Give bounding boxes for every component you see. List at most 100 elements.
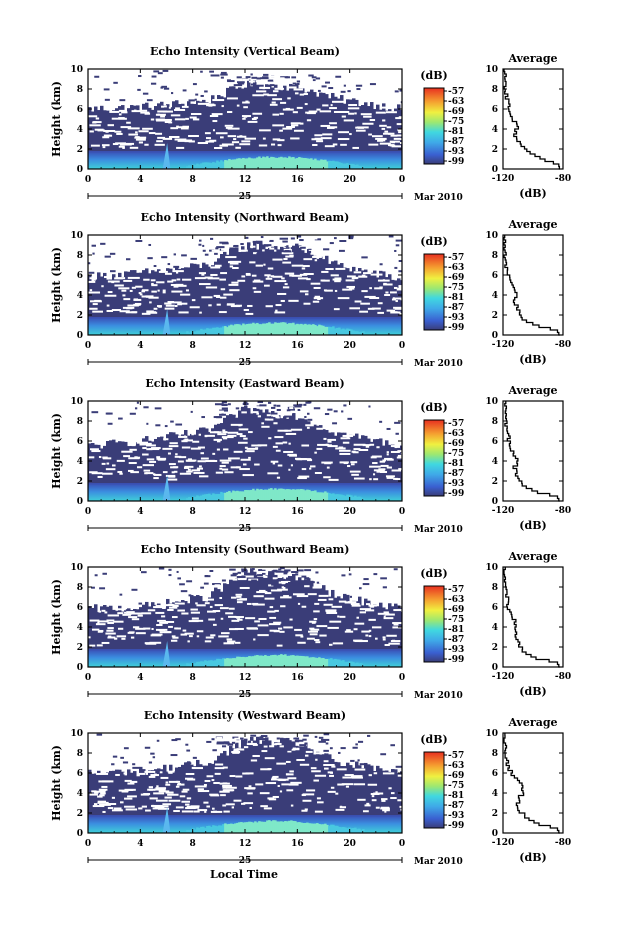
y-tick-label: 8 [77,583,83,593]
colorbar-unit: (dB) [420,733,447,746]
x-tick-label: 0 [85,341,91,351]
colorbar-tick-label: -81 [448,293,464,303]
profile-y-tick-label: 4 [492,789,498,799]
colorbar-tick-label: -63 [448,97,464,107]
y-tick-label: 0 [77,165,83,175]
y-tick-label: 2 [77,643,83,653]
panel-1: Echo Intensity (Vertical Beam)0 4 8 12 16 20 0… [50,45,571,203]
colorbar [423,419,445,497]
x-tick-label: 16 [291,341,304,351]
x-tick-label: 20 [343,507,356,517]
y-tick-label: 2 [77,145,83,155]
profile-y-tick-label: 10 [485,563,498,573]
x-tick-label: 8 [190,341,196,351]
colorbar-tick-label: -75 [448,615,464,625]
profile-x-tick-label: -120 [492,672,515,682]
x-tick-label: 8 [190,839,196,849]
profile-y-tick-label: 8 [492,251,498,261]
profile-y-tick-label: 4 [492,623,498,633]
profile-frame [502,234,564,336]
colorbar-tick-label: -63 [448,595,464,605]
y-tick-label: 8 [77,417,83,427]
echo-field [88,401,402,501]
colorbar-tick-label: -99 [448,655,464,665]
colorbar-tick-label: -87 [448,137,464,147]
profile-x-tick-label: -80 [555,174,571,184]
panel-2: Echo Intensity (Northward Beam)0 4 8 12 16 20… [50,211,571,369]
colorbar-tick-label: -81 [448,459,464,469]
x-tick-label: 0 [85,507,91,517]
colorbar-unit: (dB) [420,235,447,248]
profile-frame [502,732,564,834]
x-tick-label: 0 [399,341,405,351]
colorbar-tick-label: -75 [448,283,464,293]
profile-y-tick-label: 6 [492,105,498,115]
x-tick-label: 16 [291,839,304,849]
colorbar-unit: (dB) [420,69,447,82]
colorbar-tick-label: -63 [448,263,464,273]
x-tick-label: 0 [85,175,91,185]
panel-5: Echo Intensity (Westward Beam)0 4 8 12 16 20 0… [50,709,571,867]
colorbar-tick-label: -63 [448,761,464,771]
y-tick-label: 10 [70,397,83,407]
date-day-label: 25 [239,524,252,534]
profile-title: Average [507,550,557,563]
colorbar-tick-label: -75 [448,117,464,127]
profile-x-tick-label: -80 [555,838,571,848]
y-axis-title: Height (km) [50,413,63,489]
date-day-label: 25 [239,358,252,368]
colorbar-tick-label: -87 [448,635,464,645]
x-tick-label: 0 [399,507,405,517]
x-tick-label: 12 [239,341,252,351]
panel-4: Echo Intensity (Southward Beam)0 4 8 12 16 20… [50,543,571,701]
y-axis-title: Height (km) [50,81,63,157]
profile-y-tick-label: 0 [492,663,498,673]
x-tick-label: 12 [239,839,252,849]
colorbar-tick-label: -87 [448,801,464,811]
colorbar-tick-label: -99 [448,821,464,831]
profile-y-tick-label: 2 [492,477,498,487]
x-axis-title: Local Time [210,868,278,881]
profile-y-tick-label: 6 [492,437,498,447]
colorbar-tick-label: -57 [448,585,464,595]
x-tick-label: 0 [85,673,91,683]
y-tick-label: 4 [77,125,83,135]
y-axis-title: Height (km) [50,579,63,655]
panel-title: Echo Intensity (Northward Beam) [141,211,350,224]
y-tick-label: 10 [70,65,83,75]
profile-y-tick-label: 8 [492,417,498,427]
colorbar-tick-label: -69 [448,605,464,615]
profile-y-tick-label: 4 [492,457,498,467]
profile-frame [502,566,564,668]
y-tick-label: 0 [77,663,83,673]
average-profile-line [503,69,561,170]
colorbar-unit: (dB) [420,401,447,414]
colorbar-tick-label: -57 [448,419,464,429]
colorbar-tick-label: -75 [448,449,464,459]
x-tick-label: 8 [190,673,196,683]
y-tick-label: 8 [77,251,83,261]
colorbar-tick-label: -69 [448,439,464,449]
profile-x-tick-label: -120 [492,506,515,516]
colorbar-tick-label: -57 [448,87,464,97]
y-tick-label: 2 [77,477,83,487]
echo-field [88,235,402,335]
colorbar [423,585,445,663]
x-tick-label: 12 [239,673,252,683]
colorbar-tick-label: -81 [448,127,464,137]
date-month-year-label: Mar 2010 [414,857,463,867]
profile-y-tick-label: 2 [492,311,498,321]
panel-title: Echo Intensity (Eastward Beam) [145,377,344,390]
profile-y-tick-label: 2 [492,145,498,155]
y-tick-label: 6 [77,603,83,613]
profile-y-tick-label: 8 [492,749,498,759]
y-tick-label: 8 [77,749,83,759]
x-tick-label: 12 [239,507,252,517]
profile-x-axis-title: (dB) [519,851,546,864]
profile-title: Average [507,218,557,231]
date-month-year-label: Mar 2010 [414,193,463,203]
y-tick-label: 0 [77,331,83,341]
profile-frame [502,400,564,502]
panel-title: Echo Intensity (Vertical Beam) [150,45,340,58]
colorbar-tick-label: -57 [448,751,464,761]
